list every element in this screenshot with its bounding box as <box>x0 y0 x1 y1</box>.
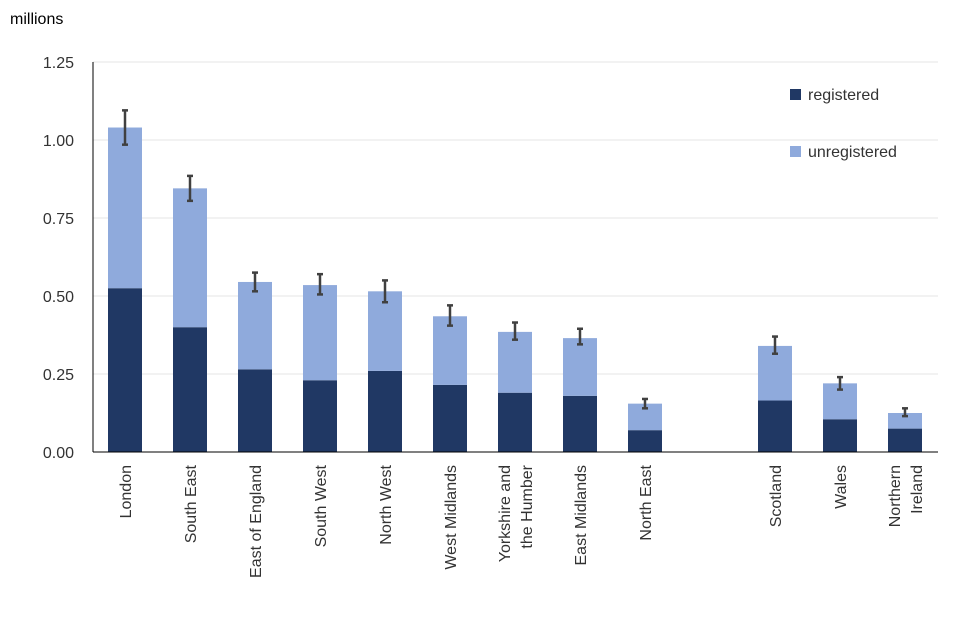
bar-registered <box>433 384 467 452</box>
x-tick-label-line: Scotland <box>768 465 785 527</box>
bar-registered <box>303 380 337 452</box>
y-tick-label: 1.00 <box>43 133 74 150</box>
y-unit-label: millions <box>10 11 63 28</box>
x-tick-label: South East <box>183 464 200 543</box>
legend: registered unregistered <box>790 87 897 161</box>
bar-unregistered <box>238 281 272 370</box>
legend-label: registered <box>808 87 879 104</box>
x-tick-label: Scotland <box>768 465 785 527</box>
x-tick-label: East of England <box>248 465 265 578</box>
x-tick-label-line: Wales <box>833 465 850 509</box>
x-tick-label-line: the Humber <box>519 464 536 548</box>
error-bar <box>187 174 193 203</box>
bar-unregistered <box>108 127 142 289</box>
x-tick-label: Wales <box>833 465 850 509</box>
legend-item-registered: registered <box>790 87 879 104</box>
y-tick-label: 1.25 <box>43 55 74 72</box>
bar-registered <box>368 370 402 452</box>
x-tick-label-line: South West <box>313 464 330 547</box>
x-tick-label: Yorkshire and the Humber <box>497 464 536 562</box>
error-bars <box>122 109 908 418</box>
legend-label: unregistered <box>808 144 897 161</box>
x-tick-label: Northern Ireland <box>887 465 926 527</box>
error-bar <box>512 321 518 341</box>
bar-unregistered <box>758 345 792 401</box>
x-tick-label-line: Northern <box>887 465 904 527</box>
bar-registered <box>173 327 207 452</box>
x-tick-label: South West <box>313 464 330 547</box>
bar-registered <box>823 419 857 452</box>
y-tick-label: 0.75 <box>43 211 74 228</box>
y-tick-label: 0.50 <box>43 289 74 306</box>
bar-registered <box>108 288 142 452</box>
error-bar <box>317 272 323 296</box>
gridlines <box>93 61 938 375</box>
bar-registered <box>758 400 792 452</box>
y-axis-ticks: 0.00 0.25 0.50 0.75 1.00 1.25 <box>43 55 74 462</box>
legend-item-unregistered: unregistered <box>790 144 897 161</box>
x-tick-label: West Midlands <box>443 465 460 570</box>
x-tick-label: East Midlands <box>573 465 590 566</box>
error-bar <box>447 304 453 327</box>
x-tick-label-line: South East <box>183 464 200 543</box>
error-bar <box>642 397 648 410</box>
bar-registered <box>628 430 662 452</box>
bar-registered <box>238 369 272 452</box>
error-bar <box>772 335 778 355</box>
x-tick-label-line: North West <box>378 464 395 544</box>
bars <box>108 127 922 452</box>
y-tick-label: 0.00 <box>43 445 74 462</box>
bar-unregistered <box>888 413 922 429</box>
legend-swatch <box>790 146 801 157</box>
x-tick-label-line: North East <box>638 464 655 540</box>
x-tick-label: North West <box>378 464 395 544</box>
x-tick-label-line: Ireland <box>909 465 926 514</box>
error-bar <box>122 109 128 146</box>
x-tick-label: North East <box>638 464 655 540</box>
bar-registered <box>498 392 532 452</box>
bar-unregistered <box>303 285 337 381</box>
error-bar <box>252 271 258 293</box>
error-bar <box>382 279 388 304</box>
bar-registered <box>563 395 597 452</box>
error-bar <box>902 407 908 418</box>
error-bar <box>837 375 843 391</box>
bar-unregistered <box>433 316 467 385</box>
x-tick-label-line: East Midlands <box>573 465 590 566</box>
x-axis-labels: London South East East of England South Wes… <box>118 464 926 578</box>
x-tick-label-line: Yorkshire and <box>497 465 514 562</box>
x-tick-label: London <box>118 465 135 518</box>
x-tick-label-line: East of England <box>248 465 265 578</box>
x-tick-label-line: London <box>118 465 135 518</box>
bar-registered <box>888 428 922 452</box>
y-tick-label: 0.25 <box>43 367 74 384</box>
error-bar <box>577 327 583 346</box>
bar-unregistered <box>368 291 402 371</box>
bar-unregistered <box>173 188 207 328</box>
bar-unregistered <box>563 338 597 396</box>
legend-swatch <box>790 89 801 100</box>
x-tick-label-line: West Midlands <box>443 465 460 570</box>
bar-unregistered <box>498 331 532 393</box>
